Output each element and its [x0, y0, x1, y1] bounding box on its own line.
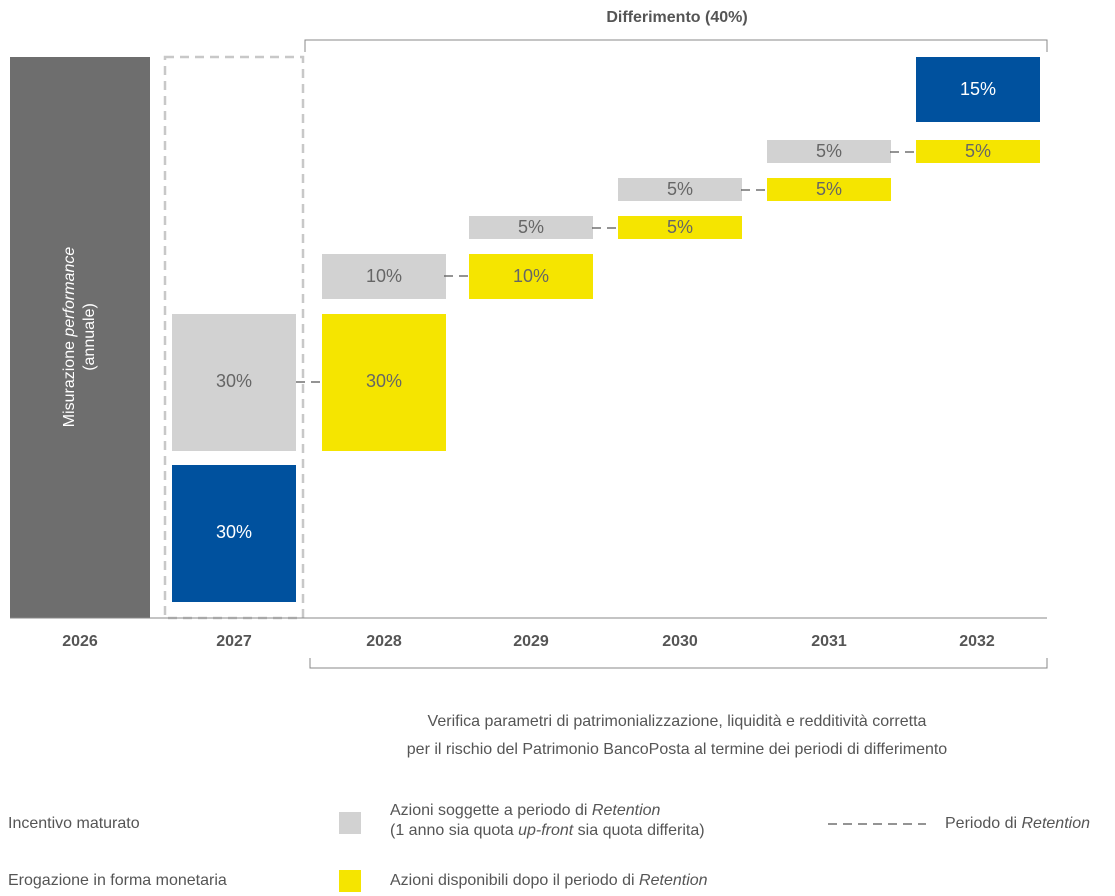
block-blue [916, 57, 1040, 122]
block-label: 30% [366, 371, 402, 391]
legend-label: Periodo di Retention [945, 815, 1090, 832]
block-gray [469, 216, 593, 239]
year: 2031 [811, 633, 847, 650]
bottom-bracket [309, 658, 1048, 669]
note: per il rischio del Patrimonio BancoPosta… [407, 741, 948, 758]
year: 2027 [216, 633, 252, 650]
block-label: 5% [965, 141, 991, 161]
block-label: 5% [816, 141, 842, 161]
block-gray [322, 254, 446, 299]
year: 2028 [366, 633, 402, 650]
retention-connectors [296, 151, 918, 383]
column-label-italic: performance [61, 247, 78, 338]
block-yellow [322, 314, 446, 451]
block-label: 30% [216, 371, 252, 391]
block-yellow [469, 254, 593, 299]
header: Differimento (40%) [606, 9, 747, 26]
legend-label: (1 anno sia quota up-front sia quota dif… [390, 822, 705, 839]
legend-swatch-yellow [339, 870, 361, 892]
column-label: Misurazione performance [61, 247, 78, 428]
legend-label: Erogazione in forma monetaria [8, 872, 227, 889]
legend-text: Retention [592, 802, 661, 819]
block-yellow [916, 140, 1040, 163]
top-bracket [304, 39, 1048, 52]
legend-label: Azioni disponibili dopo il periodo di Re… [390, 872, 708, 889]
note: Verifica parametri di patrimonializzazio… [428, 713, 927, 730]
block-label: 5% [816, 179, 842, 199]
block-gray [767, 140, 891, 163]
legend-text: Azioni disponibili dopo il periodo di [390, 872, 639, 889]
legend-text: Retention [639, 872, 708, 889]
legend-label: Incentivo maturato [8, 815, 140, 832]
block-label: 30% [216, 522, 252, 542]
column-label-line2: (annuale) [81, 303, 98, 371]
block-label: 5% [667, 179, 693, 199]
performance-column [10, 57, 150, 618]
legend-label: Azioni soggette a periodo di Retention [390, 802, 661, 819]
year: 2029 [513, 633, 549, 650]
block-label: 10% [366, 266, 402, 286]
legend-text: Retention [1022, 815, 1091, 832]
block-yellow [618, 216, 742, 239]
legend-text: up-front [518, 822, 574, 839]
year: 2030 [662, 633, 698, 650]
block-label: 5% [667, 217, 693, 237]
block-gray [172, 314, 296, 451]
block-gray [618, 178, 742, 201]
block-label: 5% [518, 217, 544, 237]
block-label: 10% [513, 266, 549, 286]
block-label: 15% [960, 79, 996, 99]
legend-text: Periodo di [945, 815, 1022, 832]
block-yellow [767, 178, 891, 201]
year: 2032 [959, 633, 995, 650]
year: 2026 [62, 633, 98, 650]
block-blue [172, 465, 296, 602]
legend-text: Azioni soggette a periodo di [390, 802, 592, 819]
legend-swatch-gray [339, 812, 361, 834]
column-label-text: Misurazione [61, 337, 78, 428]
legend-text: sia quota differita) [573, 822, 704, 839]
legend-text: (1 anno sia quota [390, 822, 518, 839]
